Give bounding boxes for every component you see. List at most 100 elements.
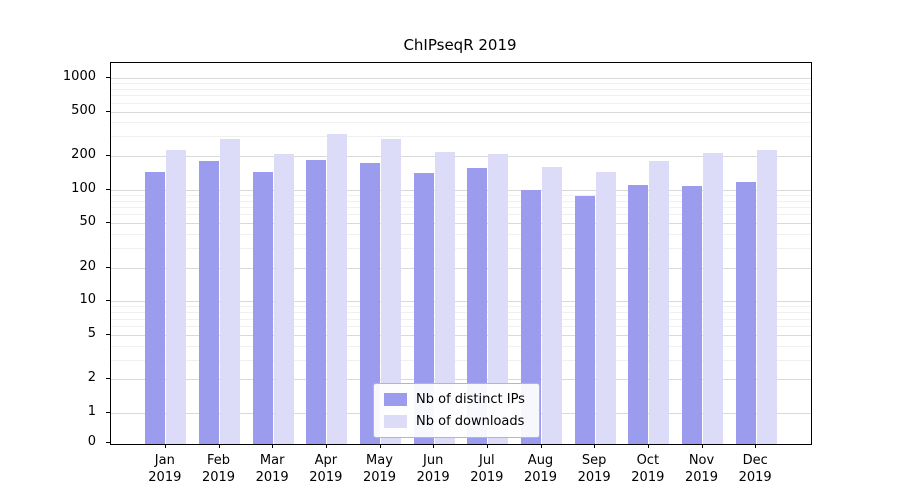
x-tick-label: Nov 2019 — [684, 453, 719, 485]
bar-distinct-ips — [682, 186, 702, 444]
legend-item-downloads: Nb of downloads — [384, 414, 525, 429]
major-gridline — [111, 189, 811, 191]
bar-downloads — [595, 171, 616, 444]
minor-gridline — [111, 345, 811, 347]
bar-distinct-ips — [199, 160, 219, 444]
minor-gridline — [111, 88, 811, 90]
x-tick-label: Sep 2019 — [577, 453, 611, 485]
minor-gridline — [111, 306, 811, 308]
minor-gridline — [111, 312, 811, 314]
y-tick-mark — [106, 412, 110, 413]
bar-distinct-ips — [306, 159, 327, 444]
bar-distinct-ips — [413, 172, 434, 444]
y-tick-label: 200 — [71, 147, 96, 163]
plot-area: Nb of distinct IPs Nb of downloads — [110, 62, 812, 445]
bar-distinct-ips — [735, 182, 756, 444]
legend-swatch-distinct-ips — [384, 393, 407, 406]
y-tick-mark — [106, 300, 110, 302]
minor-gridline — [111, 248, 811, 250]
minor-gridline — [111, 136, 811, 138]
bar-downloads — [327, 134, 348, 444]
y-tick-mark — [106, 188, 110, 190]
x-axis: Jan 2019 Feb 2019 Mar 2019 Apr 2019 May 2019 Jun 20… — [110, 443, 810, 495]
bar-downloads — [220, 139, 240, 444]
bar-distinct-ips — [628, 185, 649, 444]
y-tick-mark — [106, 266, 110, 268]
minor-gridline — [111, 83, 811, 85]
minor-gridline — [111, 122, 811, 124]
major-gridline — [111, 267, 811, 269]
y-tick-mark — [106, 110, 110, 112]
x-tick-mark — [379, 444, 381, 448]
bar-distinct-ips — [574, 195, 595, 444]
x-tick-mark — [218, 444, 220, 448]
chart-title: ChIPseqR 2019 — [403, 36, 517, 54]
major-gridline — [111, 78, 811, 79]
y-tick-label: 100 — [71, 180, 96, 196]
x-tick-mark — [755, 444, 757, 448]
x-tick-mark — [325, 444, 327, 448]
bar-downloads — [434, 151, 455, 444]
bar-downloads — [703, 152, 723, 444]
minor-gridline — [111, 359, 811, 361]
x-tick-label: Mar 2019 — [255, 453, 289, 485]
x-tick-mark — [486, 444, 488, 448]
minor-gridline — [111, 326, 811, 328]
x-tick-mark — [540, 444, 542, 448]
legend-item-distinct-ips: Nb of distinct IPs — [384, 392, 525, 407]
bar-downloads — [649, 161, 670, 444]
minor-gridline — [111, 194, 811, 196]
minor-gridline — [111, 318, 811, 320]
x-tick-label: Feb 2019 — [201, 453, 236, 485]
major-gridline — [111, 301, 811, 303]
minor-gridline — [111, 234, 811, 236]
legend: Nb of distinct IPs Nb of downloads — [373, 383, 540, 438]
y-tick-mark — [106, 222, 110, 224]
y-tick-label: 1000 — [62, 69, 96, 84]
y-axis: 0 1 2 5 10 20 50 100 200 500 1000 — [0, 62, 110, 449]
y-tick-label: 1 — [87, 404, 96, 419]
x-tick-mark — [701, 444, 703, 448]
y-tick-label: 5 — [87, 325, 96, 341]
bar-distinct-ips — [521, 189, 541, 444]
major-gridline — [111, 379, 811, 381]
x-tick-label: May 2019 — [362, 453, 397, 485]
x-tick-mark — [647, 444, 649, 448]
y-tick-label: 500 — [71, 102, 96, 118]
bar-downloads — [273, 154, 294, 444]
x-tick-label: Oct 2019 — [631, 453, 665, 485]
major-gridline — [111, 334, 811, 336]
y-tick-mark — [106, 77, 110, 78]
y-tick-mark — [106, 155, 110, 157]
y-tick-label: 20 — [79, 258, 96, 274]
minor-gridline — [111, 102, 811, 104]
y-tick-label: 50 — [79, 214, 96, 230]
bar-distinct-ips — [360, 162, 380, 444]
y-tick-label: 2 — [87, 370, 96, 386]
x-tick-label: Jul 2019 — [470, 453, 504, 485]
bar-distinct-ips — [252, 172, 273, 444]
x-tick-label: Apr 2019 — [309, 453, 343, 485]
y-tick-mark — [106, 333, 110, 335]
y-tick-mark — [106, 442, 110, 443]
bar-distinct-ips — [145, 171, 166, 444]
x-tick-label: Jan 2019 — [148, 453, 182, 485]
minor-gridline — [111, 200, 811, 202]
bar-distinct-ips — [467, 168, 488, 444]
legend-label-distinct-ips: Nb of distinct IPs — [416, 392, 525, 407]
major-gridline — [111, 111, 811, 113]
x-tick-label: Aug 2019 — [523, 453, 558, 485]
legend-label-downloads: Nb of downloads — [416, 414, 525, 429]
x-tick-mark — [594, 444, 596, 448]
x-tick-mark — [164, 444, 166, 448]
x-tick-mark — [433, 444, 435, 448]
legend-swatch-downloads — [384, 415, 407, 428]
bar-downloads — [488, 153, 509, 444]
minor-gridline — [111, 206, 811, 208]
bar-downloads — [542, 166, 562, 444]
major-gridline — [111, 156, 811, 158]
y-tick-mark — [106, 378, 110, 380]
x-tick-label: Jun 2019 — [416, 453, 450, 485]
minor-gridline — [111, 95, 811, 97]
